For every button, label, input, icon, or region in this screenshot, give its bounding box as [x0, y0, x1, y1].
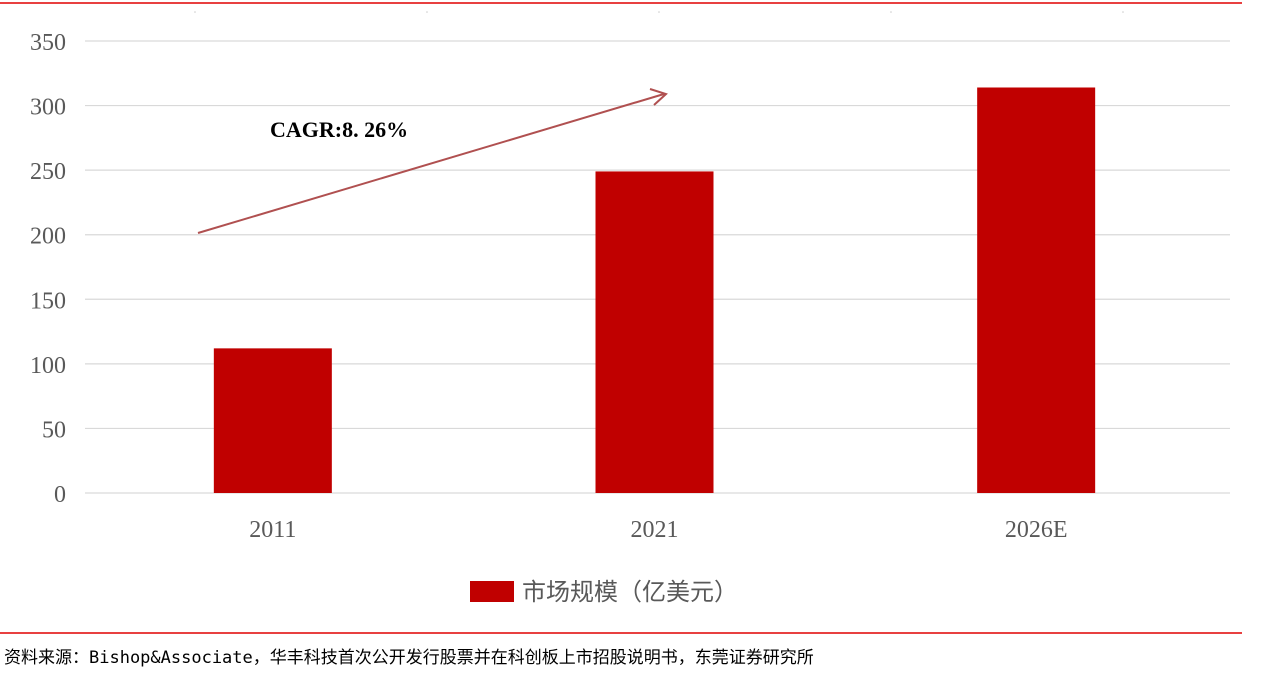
- grid-dot: [426, 11, 428, 13]
- y-tick-label: 50: [42, 417, 66, 443]
- x-tick-label: 2011: [249, 517, 296, 543]
- bar-2026E: [977, 87, 1096, 494]
- source-note: 资料来源：Bishop&Associate，华丰科技首次公开发行股票并在科创板上…: [4, 648, 814, 668]
- grid-dot: [890, 11, 892, 13]
- legend-label: 市场规模（亿美元）: [522, 578, 738, 606]
- y-tick-label: 100: [30, 353, 66, 379]
- x-tick-label: 2026E: [1005, 517, 1068, 543]
- grid-dot: [658, 11, 660, 13]
- grid-dot: [1122, 11, 1124, 13]
- y-tick-label: 350: [30, 30, 66, 56]
- bar-2011: [213, 348, 332, 493]
- legend-swatch: [470, 581, 514, 602]
- cagr-label: CAGR:8. 26%: [270, 117, 408, 142]
- arrow-head-icon: [649, 88, 668, 106]
- bar-2021: [595, 171, 714, 494]
- x-tick-label: 2021: [631, 517, 679, 543]
- cagr-annotation: CAGR:8. 26%: [197, 88, 668, 234]
- cagr-arrow: [197, 93, 665, 234]
- y-tick-label: 200: [30, 224, 66, 250]
- legend: 市场规模（亿美元）: [470, 578, 738, 606]
- y-tick-label: 300: [30, 95, 66, 121]
- y-tick-label: 150: [30, 288, 66, 314]
- y-tick-label: 250: [30, 159, 66, 185]
- grid-dot: [194, 11, 196, 13]
- y-tick-label: 0: [54, 482, 66, 508]
